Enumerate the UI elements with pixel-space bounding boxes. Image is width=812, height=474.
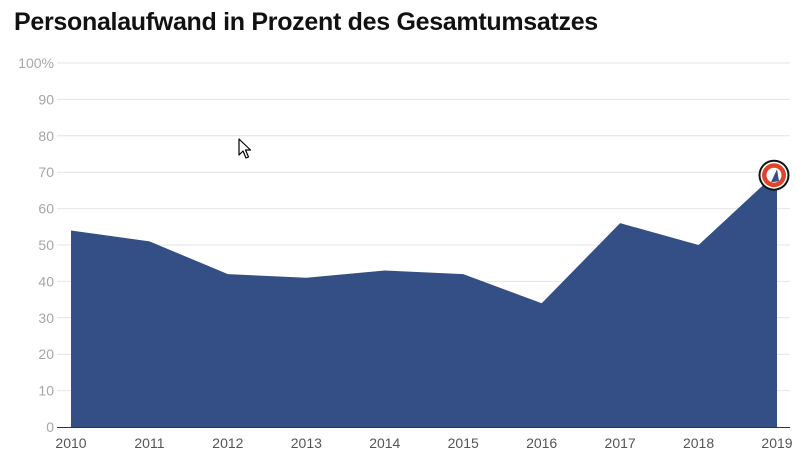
- highlight-marker-peak: [771, 169, 779, 183]
- y-tick-label: 70: [38, 164, 54, 180]
- x-tick-labels: 2010 2011 2012 2013 2014 2015 2016 2017 2018 2019: [55, 435, 792, 451]
- highlight-layer[interactable]: [758, 159, 790, 191]
- x-tick-label: 2018: [683, 435, 714, 451]
- x-tick-label: 2010: [55, 435, 86, 451]
- area-fill: [71, 172, 777, 427]
- y-tick-label: 0: [46, 419, 54, 435]
- y-tick-label: 100%: [18, 55, 54, 71]
- x-tick-label: 2012: [212, 435, 243, 451]
- y-tick-label: 80: [38, 128, 54, 144]
- x-tick-label: 2013: [291, 435, 322, 451]
- area-series: [70, 172, 778, 427]
- y-tick-label: 40: [38, 273, 54, 289]
- highlight-marker[interactable]: [758, 159, 790, 191]
- x-tick-label: 2017: [605, 435, 636, 451]
- y-tick-label: 10: [38, 383, 54, 399]
- y-tick-label: 60: [38, 201, 54, 217]
- y-tick-label: 30: [38, 310, 54, 326]
- x-tick-label: 2019: [761, 435, 792, 451]
- y-tick-labels: 0 10 20 30 40 50 60 70 80 90 100%: [18, 55, 54, 435]
- x-tick-label: 2016: [526, 435, 557, 451]
- x-tick-label: 2011: [134, 435, 164, 451]
- x-tick-label: 2015: [448, 435, 479, 451]
- x-tick-label: 2014: [369, 435, 400, 451]
- chart-title: Personalaufwand in Prozent des Gesamtums…: [14, 8, 598, 36]
- y-tick-label: 50: [38, 237, 54, 253]
- y-tick-label: 90: [38, 91, 54, 107]
- mouse-pointer-icon: [238, 138, 252, 159]
- y-tick-label: 20: [38, 346, 54, 362]
